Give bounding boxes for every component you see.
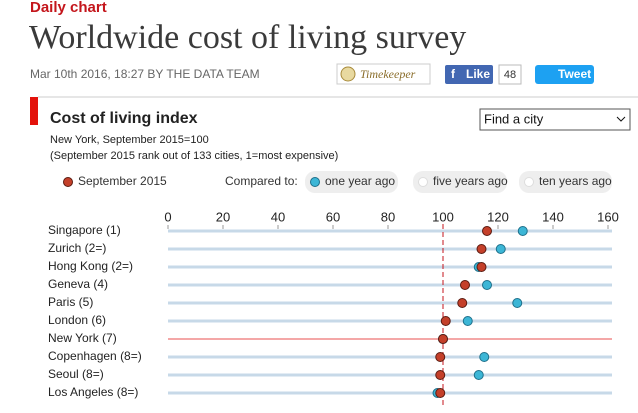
city-label: Zurich (2=) xyxy=(48,241,106,255)
dot xyxy=(438,334,448,344)
dot xyxy=(512,298,523,308)
compare-option-label: five years ago xyxy=(433,174,508,188)
compare-option-label: one year ago xyxy=(325,174,395,188)
city-label: Paris (5) xyxy=(48,295,93,309)
city-label: Hong Kong (2=) xyxy=(48,259,133,273)
city-search[interactable] xyxy=(479,108,631,131)
chart-subtitle: New York, September 2015=100 xyxy=(50,134,209,146)
compare-label: Compared to: xyxy=(225,174,298,188)
dot xyxy=(482,226,492,236)
headline: Worldwide cost of living survey xyxy=(29,19,466,56)
dropdown-arrow xyxy=(616,116,626,122)
city-label: Geneva (4) xyxy=(48,277,108,291)
compare-dot xyxy=(418,177,428,187)
x-tick-label: 160 xyxy=(597,209,619,224)
city-label: Singapore (1) xyxy=(48,223,121,237)
dot xyxy=(473,370,484,380)
dot xyxy=(462,316,473,326)
city-search-label: Find a city xyxy=(484,111,544,126)
dot xyxy=(482,280,492,290)
dot xyxy=(440,316,451,326)
tweet-button[interactable] xyxy=(535,65,594,84)
city-label: Los Angeles (8=) xyxy=(48,385,138,399)
dot xyxy=(479,352,490,362)
city-label: Copenhagen (8=) xyxy=(48,349,142,363)
x-tick-label: 0 xyxy=(164,209,171,224)
compare-dot xyxy=(310,177,320,187)
x-tick-label: 60 xyxy=(326,209,340,224)
timekeeper-icon xyxy=(340,66,356,82)
like-button[interactable] xyxy=(445,65,493,84)
like-count-box xyxy=(498,64,522,85)
dot xyxy=(460,280,470,290)
legend-label: September 2015 xyxy=(78,174,167,188)
x-tick-label: 140 xyxy=(542,209,564,224)
like-count: 48 xyxy=(504,69,516,81)
kicker: Daily chart xyxy=(30,0,107,16)
compare-dot xyxy=(524,177,534,187)
dot xyxy=(457,298,468,308)
timekeeper-button[interactable] xyxy=(336,63,431,85)
city-label: Seoul (8=) xyxy=(48,367,104,381)
accent-bar xyxy=(30,97,38,125)
tweet-label: Tweet xyxy=(558,67,591,81)
like-label: Like xyxy=(466,67,490,81)
city-label: London (6) xyxy=(48,313,106,327)
dot xyxy=(517,226,528,236)
dot xyxy=(495,244,506,254)
x-tick-label: 40 xyxy=(271,209,285,224)
compare-option[interactable] xyxy=(519,171,612,193)
fb-icon: f xyxy=(451,67,456,81)
byline: Mar 10th 2016, 18:27 BY THE DATA TEAM xyxy=(30,67,260,81)
legend-marker xyxy=(63,177,73,187)
dot xyxy=(476,262,487,272)
compare-option-label: ten years ago xyxy=(539,174,612,188)
dot xyxy=(435,370,446,380)
timekeeper-label: Timekeeper xyxy=(360,67,416,81)
x-tick-label: 20 xyxy=(216,209,230,224)
chart-title: Cost of living index xyxy=(50,110,198,127)
x-tick-label: 100 xyxy=(432,209,454,224)
dot xyxy=(476,244,487,254)
chart-note: (September 2015 rank out of 133 cities, … xyxy=(50,150,338,162)
compare-option[interactable] xyxy=(305,171,398,193)
compare-option[interactable] xyxy=(413,171,507,193)
dot xyxy=(435,352,446,362)
x-tick-label: 120 xyxy=(487,209,509,224)
dot xyxy=(435,388,446,398)
city-label: New York (7) xyxy=(48,331,117,345)
x-tick-label: 80 xyxy=(381,209,395,224)
